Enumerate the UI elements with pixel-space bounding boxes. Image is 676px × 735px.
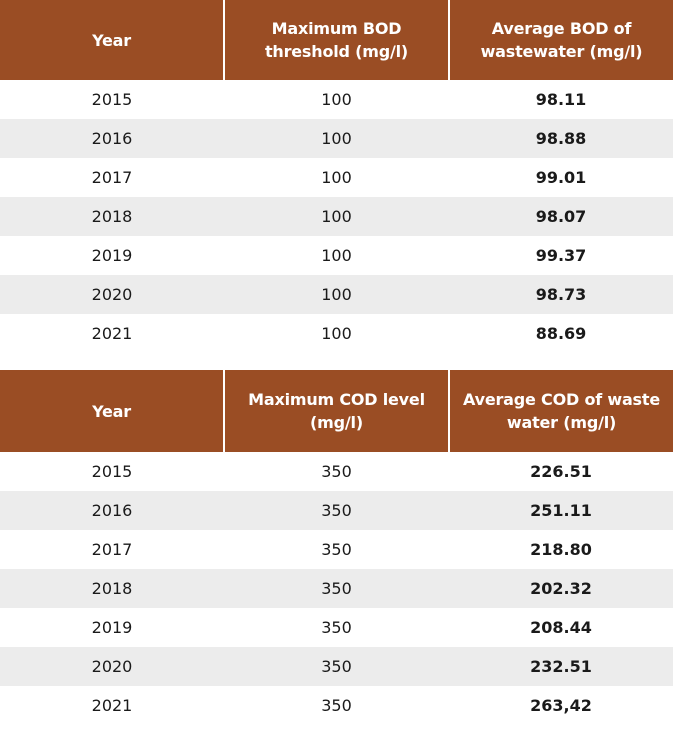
- avg-cod-cell: 202.32: [449, 569, 673, 608]
- table-row: 2019 100 99.37: [0, 236, 673, 275]
- table-row: 2018 350 202.32: [0, 569, 673, 608]
- year-cell: 2021: [0, 686, 224, 725]
- avg-cod-cell: 232.51: [449, 647, 673, 686]
- max-cod-cell: 350: [224, 452, 449, 491]
- max-cod-cell: 350: [224, 491, 449, 530]
- max-cod-cell: 350: [224, 608, 449, 647]
- table-header-row: Year Maximum BOD threshold (mg/l) Averag…: [0, 0, 673, 80]
- column-header-year: Year: [0, 370, 225, 452]
- table-header-row: Year Maximum COD level (mg/l) Average CO…: [0, 370, 673, 452]
- max-bod-cell: 100: [224, 275, 449, 314]
- avg-cod-cell: 263,42: [449, 686, 673, 725]
- year-cell: 2020: [0, 275, 224, 314]
- max-bod-cell: 100: [224, 314, 449, 353]
- max-cod-cell: 350: [224, 686, 449, 725]
- table-row: 2018 100 98.07: [0, 197, 673, 236]
- year-cell: 2017: [0, 530, 224, 569]
- year-cell: 2016: [0, 119, 224, 158]
- avg-bod-cell: 99.37: [449, 236, 673, 275]
- max-cod-cell: 350: [224, 530, 449, 569]
- avg-bod-cell: 98.73: [449, 275, 673, 314]
- year-cell: 2019: [0, 608, 224, 647]
- max-bod-cell: 100: [224, 158, 449, 197]
- year-cell: 2016: [0, 491, 224, 530]
- avg-bod-cell: 98.07: [449, 197, 673, 236]
- avg-cod-cell: 218.80: [449, 530, 673, 569]
- avg-bod-cell: 98.88: [449, 119, 673, 158]
- max-bod-cell: 100: [224, 197, 449, 236]
- column-header-max-bod: Maximum BOD threshold (mg/l): [224, 0, 450, 80]
- max-cod-cell: 350: [224, 569, 449, 608]
- max-bod-cell: 100: [224, 119, 449, 158]
- avg-bod-cell: 88.69: [449, 314, 673, 353]
- table-row: 2016 100 98.88: [0, 119, 673, 158]
- bod-table: Year Maximum BOD threshold (mg/l) Averag…: [0, 0, 673, 353]
- max-cod-cell: 350: [224, 647, 449, 686]
- table-row: 2020 100 98.73: [0, 275, 673, 314]
- avg-bod-cell: 99.01: [449, 158, 673, 197]
- table-row: 2015 350 226.51: [0, 452, 673, 491]
- table-row: 2017 100 99.01: [0, 158, 673, 197]
- table-row: 2021 100 88.69: [0, 314, 673, 353]
- cod-table: Year Maximum COD level (mg/l) Average CO…: [0, 370, 673, 725]
- year-cell: 2021: [0, 314, 224, 353]
- table-row: 2016 350 251.11: [0, 491, 673, 530]
- avg-cod-cell: 226.51: [449, 452, 673, 491]
- table-row: 2020 350 232.51: [0, 647, 673, 686]
- year-cell: 2015: [0, 80, 224, 119]
- max-bod-cell: 100: [224, 80, 449, 119]
- column-header-max-cod: Maximum COD level (mg/l): [224, 370, 450, 452]
- table-row: 2021 350 263,42: [0, 686, 673, 725]
- year-cell: 2020: [0, 647, 224, 686]
- avg-bod-cell: 98.11: [449, 80, 673, 119]
- column-header-avg-bod: Average BOD of wastewater (mg/l): [449, 0, 673, 80]
- year-cell: 2018: [0, 569, 224, 608]
- table-row: 2015 100 98.11: [0, 80, 673, 119]
- table-row: 2019 350 208.44: [0, 608, 673, 647]
- year-cell: 2018: [0, 197, 224, 236]
- year-cell: 2015: [0, 452, 224, 491]
- column-header-year: Year: [0, 0, 225, 80]
- year-cell: 2017: [0, 158, 224, 197]
- avg-cod-cell: 208.44: [449, 608, 673, 647]
- year-cell: 2019: [0, 236, 224, 275]
- max-bod-cell: 100: [224, 236, 449, 275]
- avg-cod-cell: 251.11: [449, 491, 673, 530]
- table-row: 2017 350 218.80: [0, 530, 673, 569]
- column-header-avg-cod: Average COD of waste water (mg/l): [449, 370, 673, 452]
